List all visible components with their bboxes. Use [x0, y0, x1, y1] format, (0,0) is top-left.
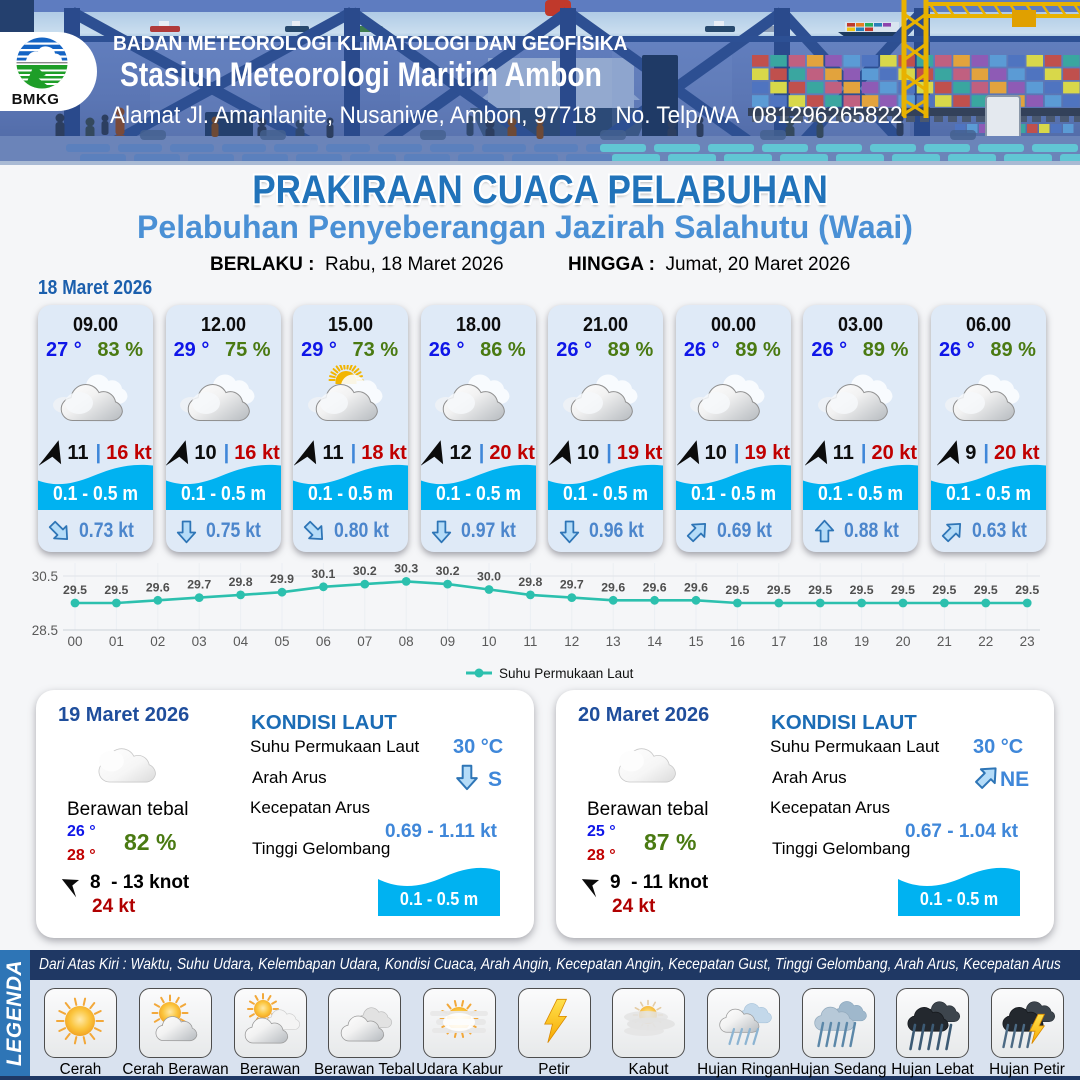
svg-text:29.5: 29.5: [767, 583, 791, 597]
svg-text:09: 09: [440, 634, 455, 649]
svg-text:30.1: 30.1: [311, 567, 335, 581]
svg-text:29.6: 29.6: [601, 580, 625, 594]
svg-text:29.5: 29.5: [808, 583, 832, 597]
svg-text:29.5: 29.5: [932, 583, 956, 597]
svg-text:16: 16: [730, 634, 745, 649]
svg-text:29.5: 29.5: [104, 583, 128, 597]
svg-text:04: 04: [233, 634, 249, 649]
svg-text:29.7: 29.7: [187, 578, 211, 592]
svg-text:30.0: 30.0: [477, 570, 501, 584]
svg-text:30.3: 30.3: [394, 561, 418, 575]
svg-text:06: 06: [316, 634, 331, 649]
svg-text:30.2: 30.2: [436, 564, 460, 578]
svg-text:29.5: 29.5: [974, 583, 998, 597]
svg-text:23: 23: [1020, 634, 1035, 649]
svg-text:29.5: 29.5: [850, 583, 874, 597]
svg-text:Suhu Permukaan Laut: Suhu Permukaan Laut: [499, 666, 634, 681]
svg-text:01: 01: [109, 634, 124, 649]
svg-text:29.7: 29.7: [560, 578, 584, 592]
svg-text:29.8: 29.8: [518, 575, 542, 589]
svg-text:02: 02: [150, 634, 165, 649]
svg-text:03: 03: [192, 634, 207, 649]
svg-text:29.5: 29.5: [1015, 583, 1039, 597]
svg-text:07: 07: [357, 634, 372, 649]
svg-text:20: 20: [895, 634, 910, 649]
svg-text:30.2: 30.2: [353, 564, 377, 578]
svg-text:29.5: 29.5: [725, 583, 749, 597]
svg-text:28.5: 28.5: [32, 623, 58, 638]
svg-text:14: 14: [647, 634, 663, 649]
svg-text:17: 17: [771, 634, 786, 649]
svg-text:10: 10: [481, 634, 496, 649]
svg-text:08: 08: [399, 634, 414, 649]
svg-text:21: 21: [937, 634, 952, 649]
svg-text:00: 00: [67, 634, 82, 649]
svg-text:12: 12: [564, 634, 579, 649]
svg-text:29.5: 29.5: [63, 583, 87, 597]
svg-text:29.9: 29.9: [270, 572, 294, 586]
svg-text:13: 13: [606, 634, 621, 649]
svg-text:30.5: 30.5: [32, 569, 58, 584]
svg-text:05: 05: [274, 634, 289, 649]
svg-text:29.6: 29.6: [684, 580, 708, 594]
svg-text:15: 15: [688, 634, 703, 649]
svg-text:29.8: 29.8: [229, 575, 253, 589]
svg-text:22: 22: [978, 634, 993, 649]
svg-text:29.6: 29.6: [643, 580, 667, 594]
svg-text:29.5: 29.5: [891, 583, 915, 597]
svg-text:29.6: 29.6: [146, 580, 170, 594]
svg-text:18: 18: [813, 634, 828, 649]
svg-text:19: 19: [854, 634, 869, 649]
svg-text:11: 11: [523, 634, 537, 649]
